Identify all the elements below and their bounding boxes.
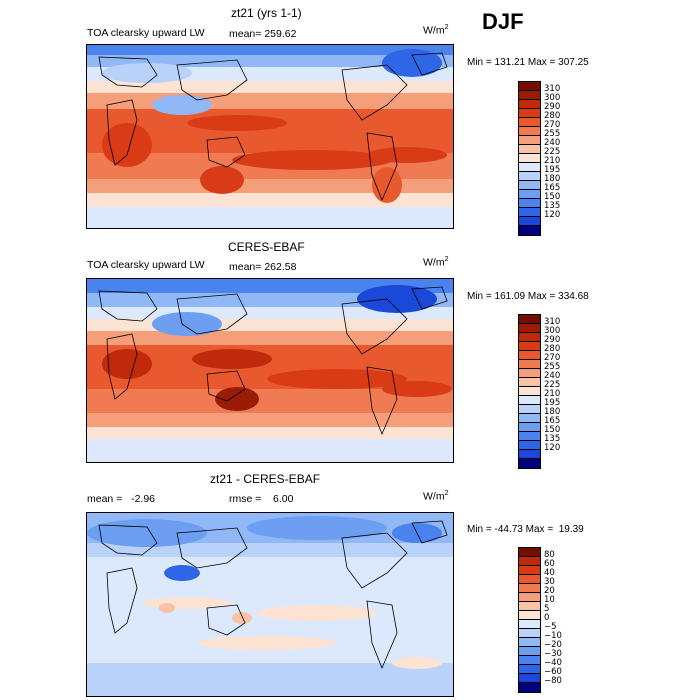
panel-1-colorbar	[518, 81, 541, 236]
tick: 300	[544, 93, 561, 103]
tick: 80	[544, 550, 555, 560]
tick: 120	[544, 210, 561, 220]
tick: 150	[544, 425, 561, 435]
tick: 255	[544, 129, 561, 139]
tick: 240	[544, 371, 561, 381]
tick: 225	[544, 380, 561, 390]
panel-3-minmax: Min = -44.73 Max = 19.39	[467, 524, 584, 535]
tick: 150	[544, 192, 561, 202]
tick: 120	[544, 443, 561, 453]
tick: 165	[544, 183, 561, 193]
tick: 30	[544, 577, 555, 587]
tick: −5	[544, 622, 557, 632]
panel-3-rmse: rmse = 6.00	[229, 493, 294, 505]
panel-1-variable: TOA clearsky upward LW	[87, 27, 205, 39]
tick: 280	[544, 344, 561, 354]
tick: 60	[544, 559, 555, 569]
tick: −30	[544, 649, 562, 659]
tick: 5	[544, 604, 550, 614]
tick: 20	[544, 586, 555, 596]
tick: 290	[544, 335, 561, 345]
tick: 280	[544, 111, 561, 121]
panel-1-mean: mean= 259.62	[229, 28, 297, 40]
panel-1-minmax: Min = 131.21 Max = 307.25	[467, 57, 589, 68]
tick: −10	[544, 631, 562, 641]
panel-2-colorbar	[518, 314, 541, 469]
panel-3-mean: mean = -2.96	[87, 493, 155, 505]
tick: 270	[544, 120, 561, 130]
tick: 10	[544, 595, 555, 605]
panel-1-units: W/m2	[423, 24, 449, 37]
tick: 270	[544, 353, 561, 363]
tick: −80	[544, 676, 562, 686]
panel-2-minmax: Min = 161.09 Max = 334.68	[467, 291, 589, 302]
panel-3-title: zt21 - CERES-EBAF	[210, 472, 321, 486]
tick: 180	[544, 407, 561, 417]
tick: 135	[544, 434, 561, 444]
tick: 195	[544, 165, 561, 175]
tick: 310	[544, 84, 561, 94]
tick: 225	[544, 147, 561, 157]
tick: 210	[544, 156, 561, 166]
tick: 255	[544, 362, 561, 372]
panel-1-coastlines	[98, 52, 448, 202]
panel-2-variable: TOA clearsky upward LW	[87, 259, 205, 271]
panel-2-map	[86, 278, 454, 463]
season-label: DJF	[482, 9, 524, 34]
tick: −20	[544, 640, 562, 650]
panel-1-map	[86, 44, 454, 229]
panel-3-units: W/m2	[423, 490, 449, 503]
panel-1-title: zt21 (yrs 1-1)	[231, 6, 302, 20]
tick: 40	[544, 568, 555, 578]
tick: 0	[544, 613, 550, 623]
tick: 290	[544, 102, 561, 112]
panel-2-coastlines	[98, 286, 448, 436]
panel-3-coastlines	[98, 520, 448, 670]
panel-3-colorbar	[518, 547, 541, 693]
panel-3-map	[86, 512, 454, 697]
tick: 135	[544, 201, 561, 211]
tick: 310	[544, 317, 561, 327]
tick: −60	[544, 667, 562, 677]
tick: 300	[544, 326, 561, 336]
tick: 195	[544, 398, 561, 408]
panel-2-title: CERES-EBAF	[228, 240, 305, 254]
tick: 165	[544, 416, 561, 426]
panel-2-units: W/m2	[423, 256, 449, 269]
tick: 180	[544, 174, 561, 184]
tick: 240	[544, 138, 561, 148]
tick: −40	[544, 658, 562, 668]
panel-2-mean: mean= 262.58	[229, 261, 297, 273]
tick: 210	[544, 389, 561, 399]
